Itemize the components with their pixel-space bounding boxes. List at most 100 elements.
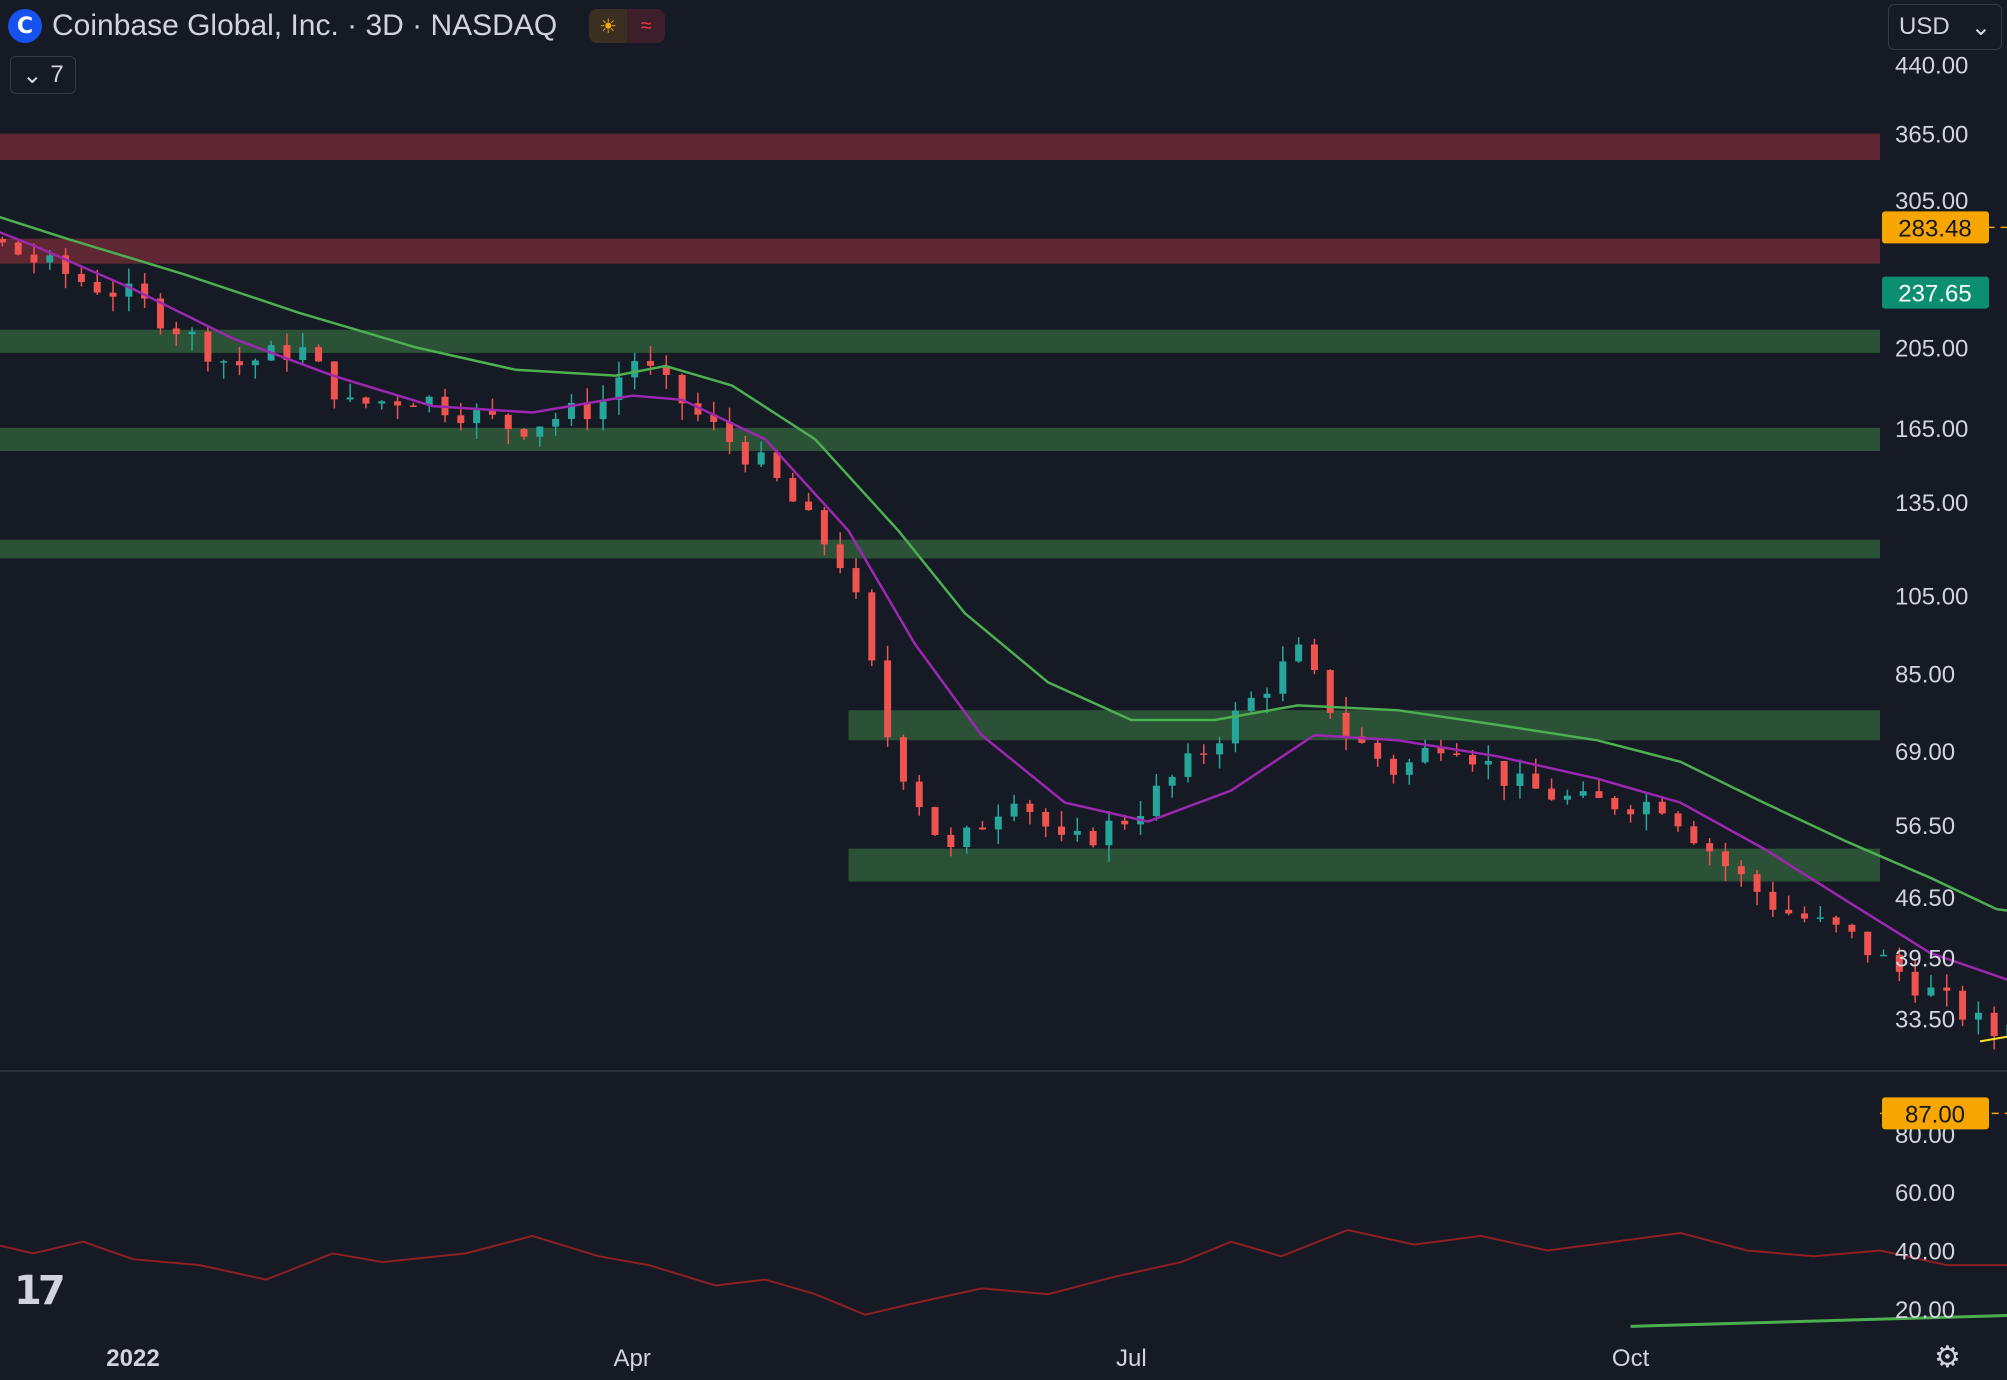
candle xyxy=(662,355,670,390)
candle xyxy=(204,325,212,372)
candle-body xyxy=(1342,712,1350,737)
moving-averages xyxy=(0,215,2007,981)
candle xyxy=(1642,793,1650,831)
candle xyxy=(963,825,971,854)
candle-body xyxy=(757,452,765,465)
candle-body xyxy=(1279,661,1287,694)
candle xyxy=(1895,947,1903,982)
settings-gear-icon[interactable]: ⚙ xyxy=(1934,1340,1961,1375)
candle xyxy=(362,396,370,409)
candle-body xyxy=(1200,753,1208,755)
sr-zone-green xyxy=(0,427,1880,452)
data-delay-icon[interactable]: ≈ xyxy=(627,9,666,43)
candle xyxy=(1658,795,1666,815)
candle-body xyxy=(931,807,939,835)
candle xyxy=(868,589,876,667)
candle xyxy=(125,268,133,312)
candle xyxy=(536,426,544,447)
candle xyxy=(552,412,560,436)
candle-body xyxy=(741,441,749,465)
candle-body xyxy=(1737,866,1745,875)
indicators-toggle-button[interactable]: ⌄ 7 xyxy=(10,56,76,94)
candle-body xyxy=(62,255,70,274)
candle-body xyxy=(978,827,986,830)
candle-body xyxy=(1247,697,1255,711)
candle xyxy=(188,327,196,351)
candle-body xyxy=(678,374,686,404)
candle xyxy=(1295,637,1303,663)
price-tick-label: 46.50 xyxy=(1895,885,1955,912)
candles xyxy=(0,236,2007,1050)
candle xyxy=(583,388,591,431)
candle-body xyxy=(1595,791,1603,798)
candle xyxy=(299,332,307,364)
candle xyxy=(1073,817,1081,842)
candle xyxy=(805,493,813,511)
candle xyxy=(1563,789,1571,805)
candle-body xyxy=(93,281,101,293)
candle-body xyxy=(1532,773,1540,789)
rsi-pane xyxy=(0,1070,2007,1328)
sr-zone-green xyxy=(0,329,1880,353)
candle-body xyxy=(1706,843,1714,852)
candle-body xyxy=(1168,776,1176,786)
candle xyxy=(1247,691,1255,713)
tradingview-logo-icon[interactable]: 17 xyxy=(14,1268,66,1314)
candle xyxy=(1927,974,1935,997)
candle xyxy=(1674,810,1682,832)
candle-body xyxy=(1927,987,1935,996)
candle xyxy=(1010,794,1018,822)
candle xyxy=(1469,749,1477,772)
candle-body xyxy=(299,347,307,360)
candle xyxy=(1627,805,1635,823)
candle-body xyxy=(899,737,907,782)
candle xyxy=(757,441,765,468)
candle xyxy=(820,507,828,556)
candle xyxy=(1500,760,1508,801)
chart-header: C Coinbase Global, Inc. · 3D · NASDAQ ☀ … xyxy=(8,6,666,46)
price-tick-label: 69.00 xyxy=(1895,739,1955,766)
candle-body xyxy=(235,361,243,366)
trendline xyxy=(1979,1035,2007,1043)
candle-body xyxy=(220,361,228,363)
candle xyxy=(1310,638,1318,675)
currency-label: USD xyxy=(1899,13,1950,40)
candle-body xyxy=(1231,710,1239,744)
candle-body xyxy=(1152,785,1160,817)
time-tick-label: Apr xyxy=(614,1345,651,1372)
candle-body xyxy=(457,415,465,424)
candle xyxy=(1706,838,1714,866)
candle xyxy=(1753,870,1761,906)
price-tick-label: 33.50 xyxy=(1895,1007,1955,1034)
candle-body xyxy=(1026,803,1034,812)
price-tick-label: 105.00 xyxy=(1895,583,1968,610)
candle xyxy=(1516,759,1524,799)
candle xyxy=(1152,774,1160,821)
time-tick-label: 2022 xyxy=(106,1345,159,1372)
price-tag: 237.65 xyxy=(1882,276,1989,309)
chevron-down-icon: ⌄ xyxy=(1970,13,1991,41)
symbol-title[interactable]: Coinbase Global, Inc. · 3D · NASDAQ xyxy=(52,9,558,42)
sr-zone-red xyxy=(0,238,1880,264)
candle xyxy=(1769,881,1777,918)
candle-body xyxy=(204,331,212,362)
candle xyxy=(1737,860,1745,887)
candle xyxy=(741,435,749,473)
candle-body xyxy=(141,283,149,299)
candle-body xyxy=(1611,797,1619,810)
indicator-count: 7 xyxy=(50,61,64,88)
candle-body xyxy=(1642,801,1650,815)
candle-body xyxy=(1579,791,1587,796)
candle-body xyxy=(473,409,481,424)
candle-body xyxy=(1500,760,1508,786)
candle xyxy=(1611,795,1619,815)
candle xyxy=(615,361,623,415)
candle-body xyxy=(1010,803,1018,817)
candle-body xyxy=(1405,762,1413,775)
currency-select[interactable]: USD ⌄ xyxy=(1888,4,2002,50)
candle-body xyxy=(1469,754,1477,765)
candle-body xyxy=(1453,753,1461,755)
candle-body xyxy=(504,414,512,430)
market-session-icon[interactable]: ☀ xyxy=(589,9,628,43)
